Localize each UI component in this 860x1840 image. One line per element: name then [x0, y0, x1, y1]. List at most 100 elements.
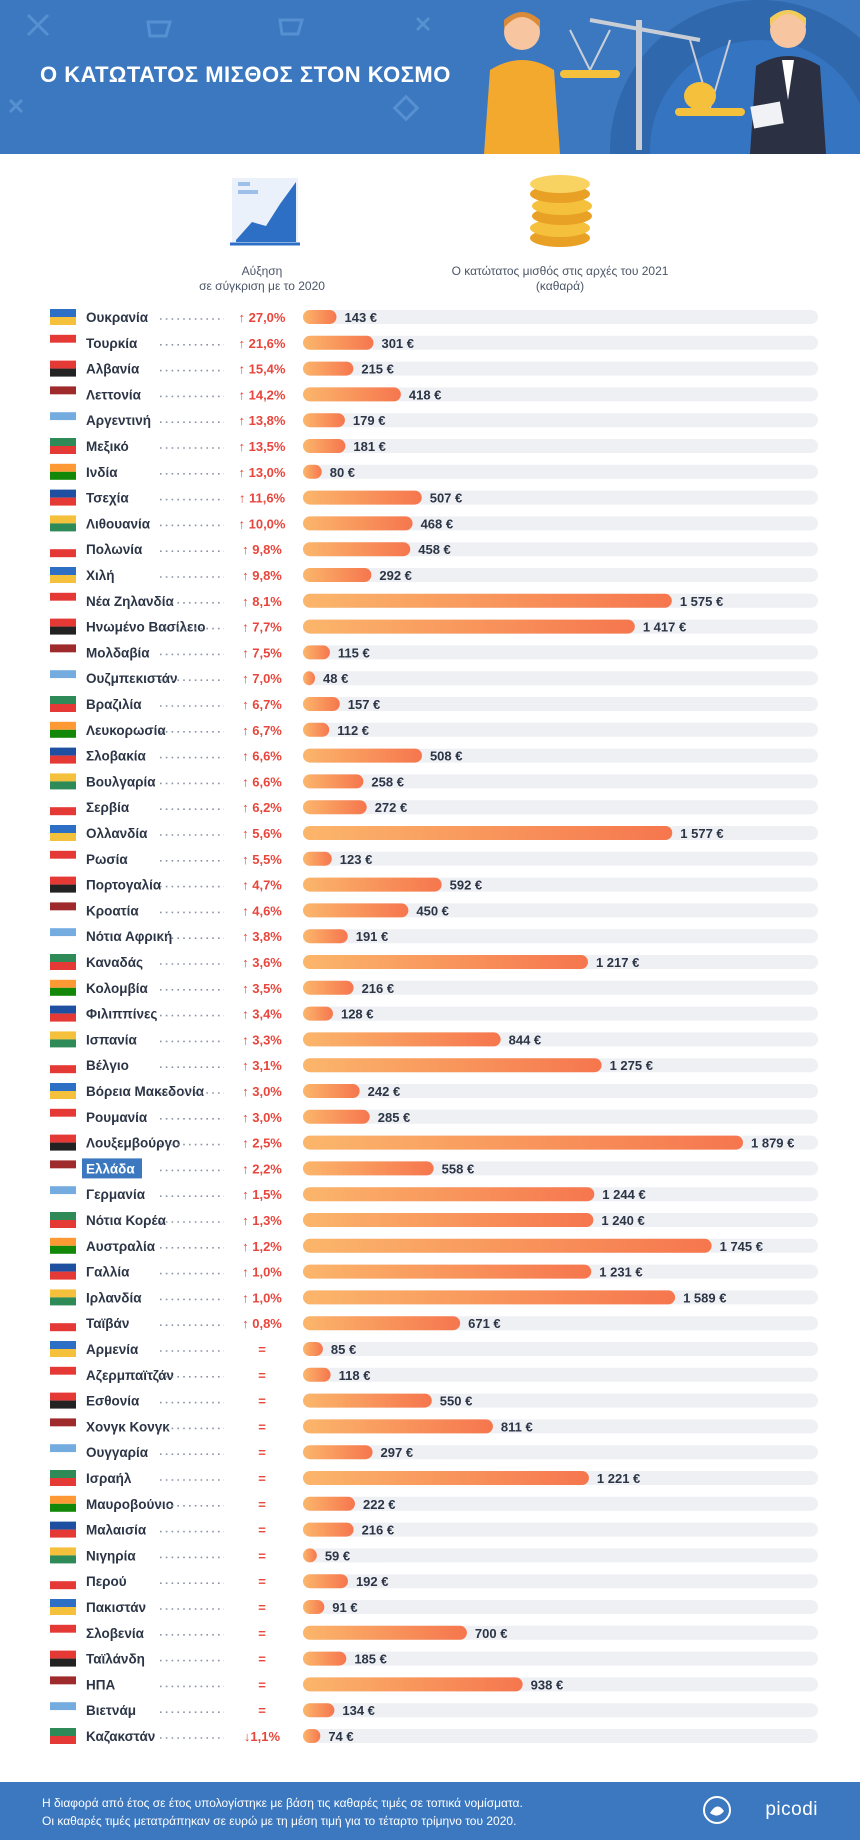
flag-icon [50, 902, 76, 919]
bar [303, 1264, 592, 1279]
growth-label: = [258, 1445, 266, 1460]
value-label: 508 € [430, 749, 463, 764]
category-label: Μεξικό [86, 439, 129, 454]
bar [303, 1419, 493, 1434]
value-label: 1 275 € [610, 1058, 653, 1073]
category-label: Ηνωμένο Βασίλειο [86, 620, 205, 635]
bar [303, 1677, 523, 1692]
scale-icon [560, 18, 745, 150]
growth-label: = [258, 1548, 266, 1563]
value-label: 118 € [339, 1368, 371, 1383]
flag-icon [50, 1005, 76, 1022]
chart-row: Μεξικό ↑ 13,5% 181 € [50, 438, 818, 454]
value-label: 185 € [354, 1652, 387, 1667]
category-label: Ταϊβάν [86, 1316, 129, 1331]
value-label: 216 € [362, 1523, 395, 1538]
value-label: 191 € [356, 929, 389, 944]
flag-icon [50, 1031, 76, 1048]
bar [303, 697, 340, 711]
bar [303, 490, 422, 505]
flag-icon [50, 567, 76, 583]
category-label: Ταϊλάνδη [86, 1652, 145, 1667]
growth-label: ↑ 7,0% [242, 671, 282, 686]
category-label: Καζακστάν [86, 1729, 155, 1744]
bar-track [303, 568, 818, 582]
value-label: 112 € [337, 723, 369, 738]
bar [303, 955, 588, 969]
value-label: 671 € [468, 1316, 501, 1331]
chart-row: Μαλαισία = 216 € [50, 1521, 818, 1538]
bar-track [303, 413, 818, 428]
bar-track [303, 1574, 818, 1589]
bar-track [303, 774, 818, 789]
value-label: 215 € [361, 362, 394, 377]
flag-icon [50, 1599, 76, 1615]
highlight-box [82, 1158, 142, 1179]
growth-label: ↑ 27,0% [239, 310, 286, 325]
chart-row: Ισραήλ = 1 221 € [50, 1470, 818, 1486]
flag-icon [50, 1418, 76, 1435]
value-label: 115 € [338, 645, 370, 660]
bar [303, 310, 337, 324]
category-label: Λουξεμβούργο [86, 1136, 180, 1151]
category-label: Βουλγαρία [86, 774, 156, 789]
growth-label: ↑ 10,0% [239, 516, 286, 531]
bar [303, 1445, 373, 1460]
bar-track [303, 903, 818, 918]
bar-track [303, 1496, 818, 1511]
category-label: Βιετνάμ [86, 1703, 136, 1718]
bar [303, 1651, 347, 1666]
growth-label: ↑ 8,1% [242, 594, 282, 609]
flag-icon [50, 1341, 76, 1357]
flag-icon [50, 1315, 76, 1332]
category-label: Πολωνία [86, 542, 143, 557]
growth-label: = [258, 1523, 266, 1538]
value-label: 181 € [353, 439, 386, 454]
category-label: Τουρκία [86, 336, 138, 351]
flag-icon [50, 541, 76, 558]
value-label: 592 € [450, 878, 483, 893]
bar [303, 1058, 602, 1073]
bar-track [303, 542, 818, 557]
bar [303, 593, 672, 608]
bar [303, 1703, 335, 1718]
flag-icon [50, 438, 76, 454]
bar-track [303, 361, 818, 376]
value-label: 1 217 € [596, 955, 639, 970]
value-label: 123 € [340, 852, 373, 867]
chart-row: Αρμενία = 85 € [50, 1341, 818, 1357]
bar [303, 516, 413, 531]
value-label: 143 € [344, 310, 377, 325]
flag-icon [50, 721, 76, 738]
chart-row: Ρωσία ↑ 5,5% 123 € [50, 850, 818, 867]
value-label: 85 € [331, 1342, 356, 1357]
bar-track [303, 1522, 818, 1537]
category-label: Βέλγιο [86, 1058, 129, 1073]
value-label: 242 € [368, 1084, 401, 1099]
flag-icon [50, 799, 76, 816]
bar-track [303, 1445, 818, 1460]
bar [303, 774, 364, 789]
bar-track [303, 439, 818, 453]
category-label: Κολομβία [86, 981, 149, 996]
bar [303, 1161, 434, 1176]
chart-row: Ηνωμένο Βασίλειο ↑ 7,7% 1 417 € [50, 618, 818, 635]
footer: Η διαφορά από έτος σε έτος υπολογίστηκε … [0, 1782, 860, 1840]
growth-chart-icon [230, 178, 300, 246]
category-label: Ισραήλ [86, 1471, 132, 1486]
category-label: Νιγηρία [86, 1548, 136, 1563]
value-label: 1 240 € [601, 1213, 644, 1228]
growth-label: ↑ 5,5% [242, 852, 282, 867]
chart-row: Χιλή ↑ 9,8% 292 € [50, 567, 818, 583]
growth-label: ↓1,1% [244, 1729, 281, 1744]
bar [303, 748, 422, 763]
chart-row: Ολλανδία ↑ 5,6% 1 577 € [50, 825, 818, 841]
value-label: 297 € [381, 1445, 414, 1460]
header-illustration [8, 0, 860, 154]
value-label: 157 € [348, 697, 381, 712]
bar [303, 671, 315, 686]
flag-icon [50, 644, 76, 661]
value-label: 558 € [442, 1161, 475, 1176]
growth-label: ↑ 4,6% [242, 903, 282, 918]
bar-track [303, 1367, 818, 1382]
